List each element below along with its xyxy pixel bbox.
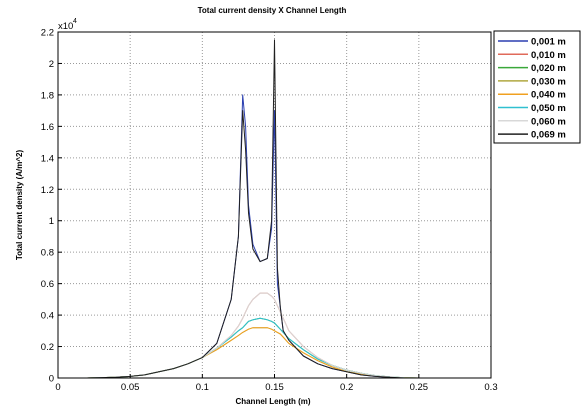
series-line-7: [58, 292, 434, 379]
y-tick-label: 1.8: [41, 90, 54, 101]
x-axis-label: Channel Length (m): [235, 397, 310, 406]
y-tick-label: 1.2: [41, 185, 54, 196]
legend-label-3: 0,020 m: [531, 63, 566, 74]
series-line-4: [58, 327, 434, 379]
x-tick-label: 0.25: [410, 382, 429, 393]
x-ticks: 0 0.05 0.1 0.15 0.2 0.25 0.3: [55, 374, 498, 393]
series-line-8: [58, 39, 434, 379]
y-exponent-power: 4: [73, 18, 77, 25]
legend-label-5: 0,040 m: [531, 90, 566, 101]
series-layer: [58, 39, 434, 379]
series-line-1: [58, 94, 434, 379]
legend-label-4: 0,030 m: [531, 76, 566, 87]
legend: 0,001 m 0,010 m 0,020 m 0,030 m 0,040 m 0,050…: [493, 30, 581, 144]
y-tick-label: 0: [49, 374, 54, 385]
chart-title: Total current density X Channel Length: [198, 6, 347, 15]
y-tick-label: 1: [49, 216, 54, 227]
x-tick-label: 0.1: [196, 382, 209, 393]
x-tick-label: 0.15: [265, 382, 284, 393]
grid: [58, 32, 491, 378]
y-exponent-base: x10: [58, 21, 73, 32]
legend-label-2: 0,010 m: [531, 50, 566, 61]
y-tick-label: 2: [49, 59, 54, 70]
y-tick-label: 0.4: [41, 311, 54, 322]
y-tick-label: 0.8: [41, 248, 54, 259]
y-axis-label: Total current density (A/m^2): [15, 150, 24, 261]
x-tick-label: 0.05: [121, 382, 140, 393]
legend-label-7: 0,060 m: [531, 116, 566, 127]
legend-label-6: 0,050 m: [531, 103, 566, 114]
y-tick-label: 0.6: [41, 279, 54, 290]
x-tick-label: 0: [55, 382, 60, 393]
x-tick-label: 0.3: [484, 382, 497, 393]
y-tick-label: 2.2: [41, 28, 54, 39]
x-tick-label: 0.2: [340, 382, 353, 393]
y-tick-label: 0.2: [41, 342, 54, 353]
legend-label-1: 0,001 m: [531, 37, 566, 48]
series-line-2: [58, 292, 434, 379]
y-tick-label: 1.4: [41, 153, 54, 164]
legend-box: [493, 30, 581, 144]
y-tick-label: 1.6: [41, 122, 54, 133]
legend-label-8: 0,069 m: [531, 130, 566, 141]
y-ticks: 0 0.2 0.4 0.6 0.8 1 1.2 1.4 1.6 1.8 2 2.2: [41, 28, 62, 385]
series-line-6: [58, 317, 434, 379]
series-line-3: [58, 317, 434, 379]
series-line-5: [58, 327, 434, 379]
